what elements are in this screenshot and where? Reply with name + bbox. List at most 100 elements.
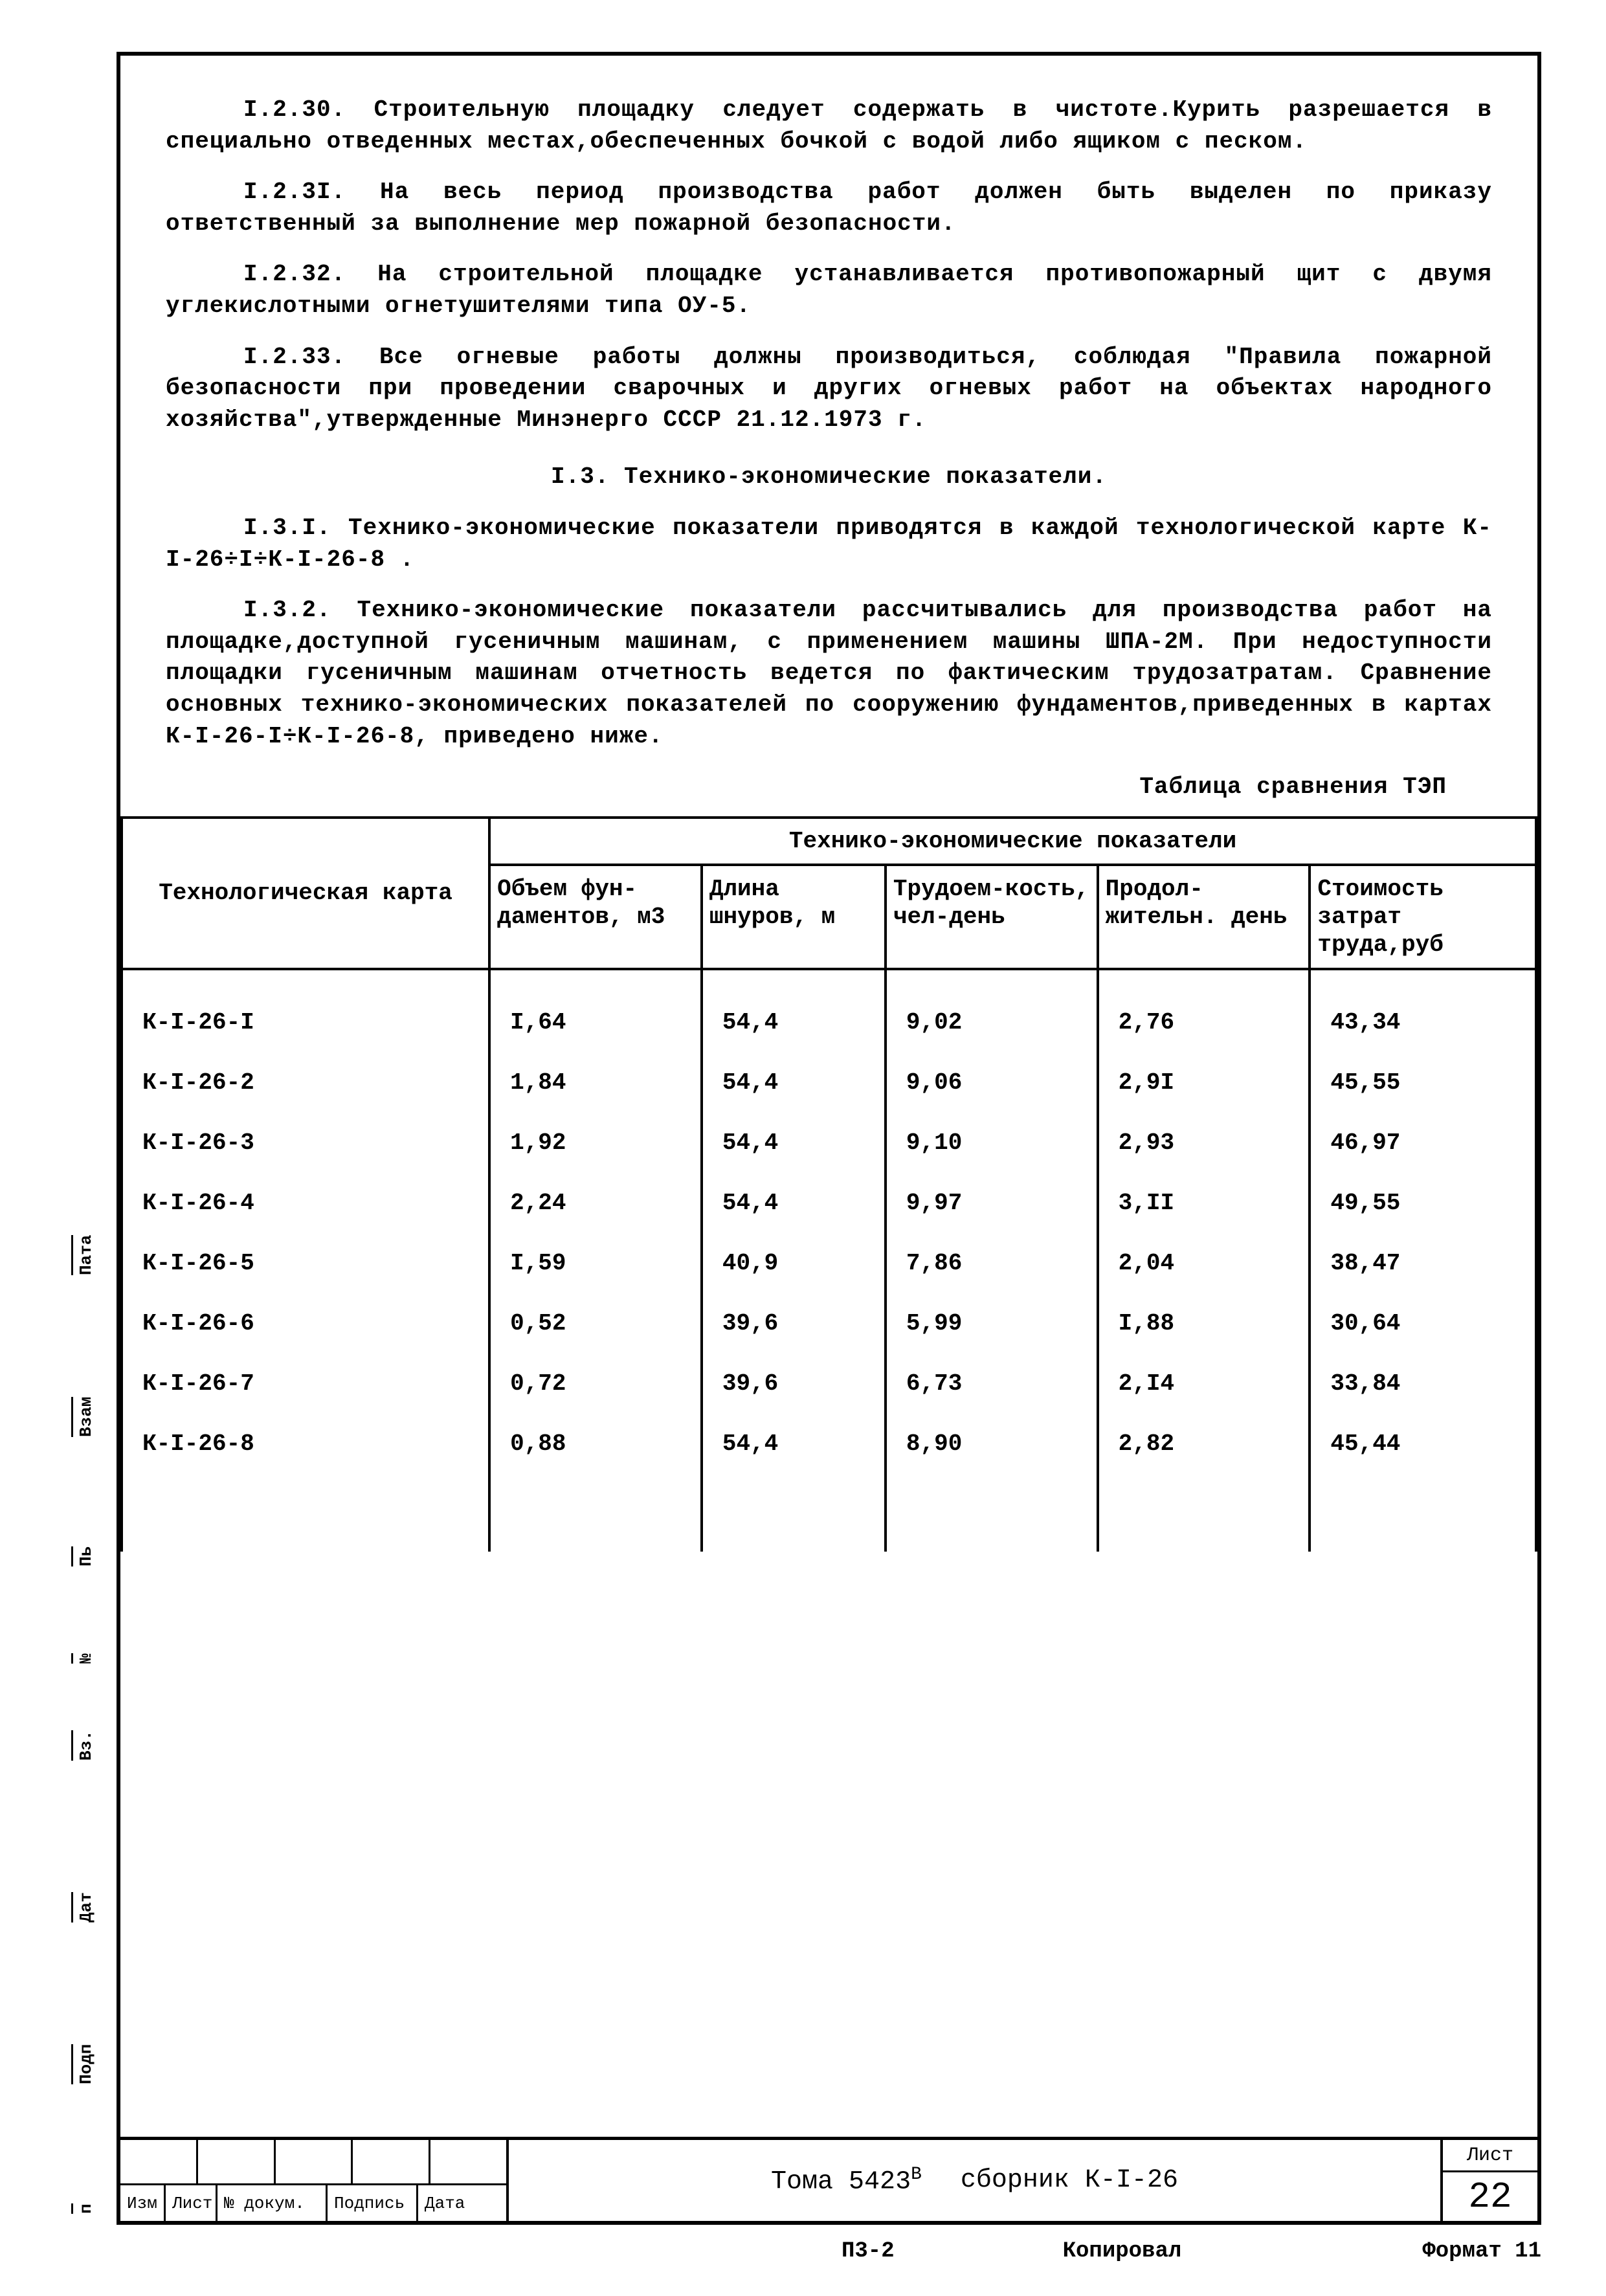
cell-cost: 43,34 [1310, 969, 1536, 1053]
cell-card: К-І-26-3 [122, 1113, 489, 1173]
side-label: Пата [71, 1235, 96, 1275]
binding-side-labels: Пата Взам Пь № Вз. Дат Подп п [32, 984, 110, 2205]
cell-lab: 7,86 [886, 1233, 1098, 1293]
cell-dur: 3,ІІ [1098, 1173, 1310, 1233]
cell-vol: 0,72 [489, 1354, 702, 1414]
table-row: К-І-26-7 0,72 39,6 6,73 2,І4 33,84 [122, 1354, 1536, 1414]
title-block-footer: Изм Лист № докум. Подпись Дата Тома 5423… [120, 2137, 1537, 2221]
table-col-cost: Стоимость затрат труда,руб [1310, 865, 1536, 970]
side-label: Дат [71, 1892, 96, 1923]
cell-vol: 1,84 [489, 1053, 702, 1113]
page-frame: І.2.30. Строительную площадку следует со… [117, 52, 1541, 2225]
list-label: Лист [1443, 2140, 1537, 2172]
cell-card: К-І-26-2 [122, 1053, 489, 1113]
cell-dur: 2,04 [1098, 1233, 1310, 1293]
table-row: К-І-26-І І,64 54,4 9,02 2,76 43,34 [122, 969, 1536, 1053]
document-page: Пата Взам Пь № Вз. Дат Подп п І.2.30. Ст… [13, 13, 1593, 2283]
page-number: 22 [1443, 2172, 1537, 2221]
cell-lab: 8,90 [886, 1414, 1098, 1474]
paragraph-1-3-2: І.3.2. Технико-экономические показатели … [166, 595, 1492, 752]
cell-lab: 9,10 [886, 1113, 1098, 1173]
cell-dur: 2,І4 [1098, 1354, 1310, 1414]
text-content: І.2.30. Строительную площадку следует со… [120, 56, 1537, 803]
table-row: К-І-26-6 0,52 39,6 5,99 І,88 30,64 [122, 1293, 1536, 1354]
cell-lab: 6,73 [886, 1354, 1098, 1414]
cell-cost: 30,64 [1310, 1293, 1536, 1354]
bottom-margin-labels: П3-2 Копировал Формат 11 [117, 2239, 1541, 2264]
footer-sbornik: сборник К-І-26 [961, 2166, 1178, 2195]
cell-vol: 0,52 [489, 1293, 702, 1354]
cell-cost: 45,44 [1310, 1414, 1536, 1474]
table-header-tech-card: Технологическая карта [122, 818, 489, 970]
cell-card: К-І-26-6 [122, 1293, 489, 1354]
cell-vol: І,64 [489, 969, 702, 1053]
tep-comparison-table: Технологическая карта Технико-экономичес… [120, 816, 1537, 1552]
cell-lab: 9,02 [886, 969, 1098, 1053]
cell-lab: 9,97 [886, 1173, 1098, 1233]
cell-len: 54,4 [702, 1414, 886, 1474]
table-row: К-І-26-3 1,92 54,4 9,10 2,93 46,97 [122, 1113, 1536, 1173]
paragraph-1-2-33: І.2.33. Все огневые работы должны произв… [166, 342, 1492, 436]
side-label: Пь [71, 1546, 96, 1566]
cell-vol: І,59 [489, 1233, 702, 1293]
table-col-duration: Продол-жительн. день [1098, 865, 1310, 970]
cell-card: К-І-26-І [122, 969, 489, 1053]
cell-len: 39,6 [702, 1354, 886, 1414]
cell-len: 54,4 [702, 1113, 886, 1173]
stamp-izm: Изм [120, 2185, 166, 2221]
table-row: К-І-26-2 1,84 54,4 9,06 2,9І 45,55 [122, 1053, 1536, 1113]
paragraph-1-3-1: І.3.І. Технико-экономические показатели … [166, 513, 1492, 575]
footer-toma: Тома 5423В [771, 2165, 922, 2196]
cell-cost: 46,97 [1310, 1113, 1536, 1173]
paragraph-1-2-30: І.2.30. Строительную площадку следует со… [166, 95, 1492, 157]
cell-dur: 2,9І [1098, 1053, 1310, 1113]
label-format: Формат 11 [1422, 2239, 1541, 2264]
table-col-labor: Трудоем-кость, чел-день [886, 865, 1098, 970]
cell-dur: 2,93 [1098, 1113, 1310, 1173]
side-label: Взам [71, 1397, 96, 1437]
cell-card: К-І-26-5 [122, 1233, 489, 1293]
table-row: К-І-26-5 І,59 40,9 7,86 2,04 38,47 [122, 1233, 1536, 1293]
cell-cost: 45,55 [1310, 1053, 1536, 1113]
side-label: п [71, 2203, 96, 2214]
side-label: Подп [71, 2044, 96, 2084]
table-header-group: Технико-экономические показатели [489, 818, 1536, 865]
section-title-1-3: І.3. Технико-экономические показатели. [166, 462, 1492, 493]
paragraph-1-2-32: І.2.32. На строительной площадке устанав… [166, 259, 1492, 322]
cell-card: К-І-26-7 [122, 1354, 489, 1414]
footer-title: Тома 5423В сборник К-І-26 [509, 2140, 1440, 2221]
cell-len: 54,4 [702, 1173, 886, 1233]
stamp-sign: Подпись [328, 2185, 418, 2221]
cell-lab: 5,99 [886, 1293, 1098, 1354]
table-row: К-І-26-4 2,24 54,4 9,97 3,ІІ 49,55 [122, 1173, 1536, 1233]
cell-card: К-І-26-8 [122, 1414, 489, 1474]
cell-vol: 0,88 [489, 1414, 702, 1474]
cell-cost: 49,55 [1310, 1173, 1536, 1233]
cell-len: 40,9 [702, 1233, 886, 1293]
cell-len: 54,4 [702, 1053, 886, 1113]
table-row: К-І-26-8 0,88 54,4 8,90 2,82 45,44 [122, 1414, 1536, 1474]
table-col-length: Длина шнуров, м [702, 865, 886, 970]
page-number-box: Лист 22 [1440, 2140, 1537, 2221]
side-label: № [71, 1653, 96, 1664]
table-spacer-row [122, 1474, 1536, 1552]
side-label: Вз. [71, 1730, 96, 1761]
cell-vol: 1,92 [489, 1113, 702, 1173]
revision-stamp: Изм Лист № докум. Подпись Дата [120, 2140, 509, 2221]
table-col-volume: Объем фун-даментов, м3 [489, 865, 702, 970]
cell-len: 39,6 [702, 1293, 886, 1354]
cell-cost: 33,84 [1310, 1354, 1536, 1414]
cell-dur: І,88 [1098, 1293, 1310, 1354]
cell-len: 54,4 [702, 969, 886, 1053]
cell-cost: 38,47 [1310, 1233, 1536, 1293]
label-pz: П3-2 [842, 2239, 895, 2264]
table-body: К-І-26-І І,64 54,4 9,02 2,76 43,34 К-І-2… [122, 969, 1536, 1552]
cell-dur: 2,82 [1098, 1414, 1310, 1474]
cell-lab: 9,06 [886, 1053, 1098, 1113]
cell-vol: 2,24 [489, 1173, 702, 1233]
paragraph-1-2-31: І.2.3І. На весь период производства рабо… [166, 177, 1492, 240]
stamp-list: Лист [166, 2185, 217, 2221]
stamp-date: Дата [418, 2185, 506, 2221]
stamp-docnum: № докум. [217, 2185, 328, 2221]
cell-dur: 2,76 [1098, 969, 1310, 1053]
